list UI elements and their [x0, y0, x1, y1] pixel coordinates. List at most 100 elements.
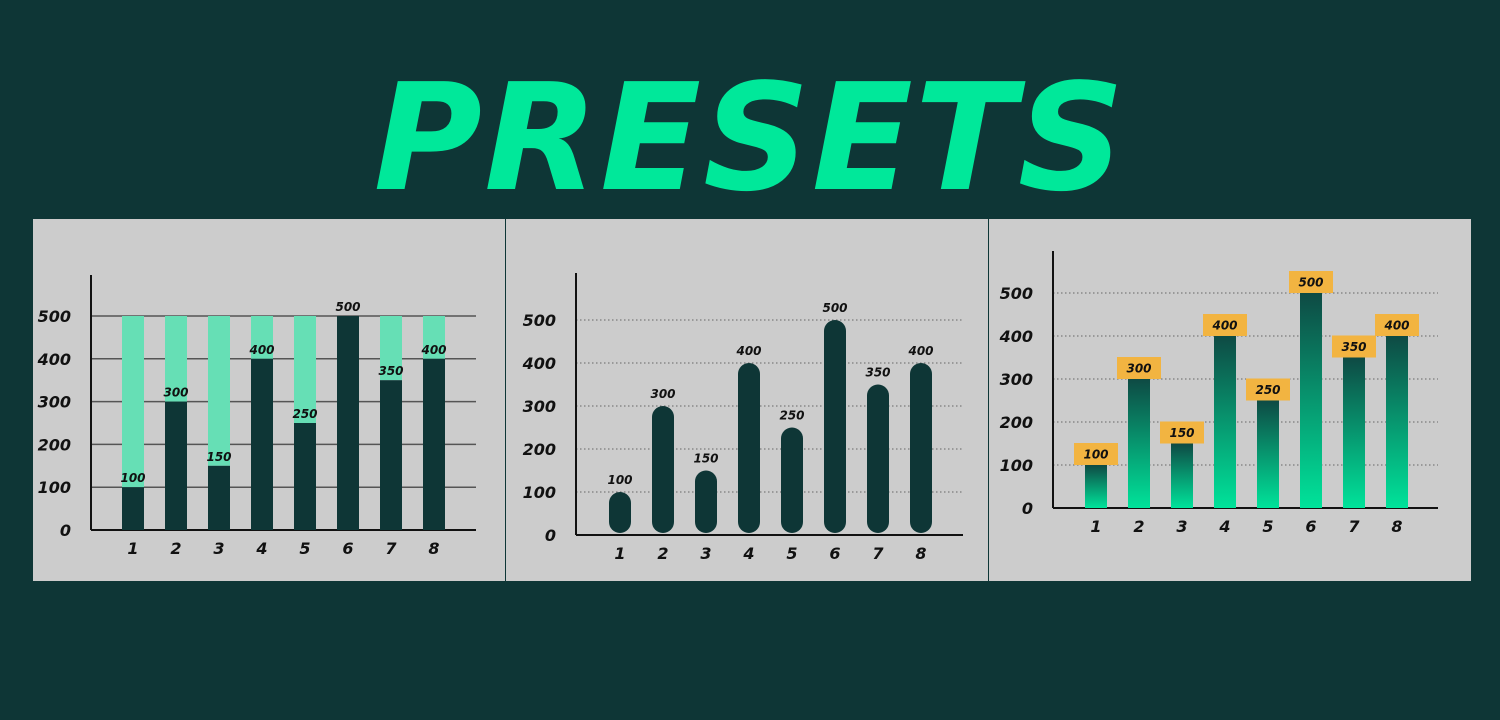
bar-remainder: [208, 316, 230, 466]
y-tick-label: 200: [1000, 413, 1033, 432]
data-badge: [1203, 314, 1247, 336]
data-badge: [1160, 421, 1204, 444]
y-tick-label: 300: [38, 393, 71, 412]
y-tick-label: 0: [545, 526, 556, 545]
data-label: 300: [163, 386, 188, 400]
x-tick-label: 5: [1262, 517, 1273, 536]
bar-remainder: [165, 316, 187, 402]
x-tick-label: 4: [1218, 517, 1230, 536]
y-tick-label: 500: [1000, 284, 1033, 303]
y-tick-label: 200: [523, 440, 556, 459]
bar: [1257, 400, 1279, 508]
data-label: 400: [907, 344, 933, 358]
y-tick-label: 500: [523, 311, 556, 330]
x-tick-label: 2: [657, 544, 668, 563]
y-tick-label: 200: [38, 435, 71, 454]
x-tick-label: 6: [1305, 517, 1316, 536]
data-label: 500: [335, 300, 360, 314]
x-tick-label: 3: [700, 544, 711, 563]
x-tick-label: 3: [1176, 517, 1187, 536]
bar: [1085, 465, 1107, 508]
bar-remainder: [251, 316, 273, 359]
bar: [910, 363, 932, 533]
data-badge: [1332, 335, 1376, 358]
data-badge: [1289, 271, 1333, 293]
x-tick-label: 4: [255, 539, 267, 558]
y-tick-label: 100: [523, 483, 556, 502]
data-label: 100: [1083, 448, 1108, 462]
data-badge: [1246, 378, 1290, 401]
bar: [1171, 443, 1193, 508]
bar: [867, 384, 889, 533]
y-tick-label: 400: [522, 354, 556, 373]
bar: [1343, 357, 1365, 508]
bar: [337, 316, 359, 530]
data-label: 100: [607, 473, 632, 487]
chart-3-svg: 0 100 200 300 400 500 100 1 300 2 150 3 400 4 250 5 500 6…: [999, 251, 1438, 536]
y-tick-label: 400: [999, 327, 1033, 346]
page-title: PRESETS: [373, 52, 1127, 224]
bar: [294, 423, 316, 530]
x-tick-label: 8: [915, 544, 926, 563]
data-label: 400: [1383, 319, 1409, 333]
data-badge: [1074, 443, 1118, 465]
bar-remainder: [122, 316, 144, 488]
bar: [695, 470, 717, 533]
x-tick-label: 1: [1090, 517, 1101, 536]
data-label: 400: [735, 344, 761, 358]
x-tick-label: 7: [1348, 517, 1360, 536]
y-tick-label: 300: [523, 397, 556, 416]
x-tick-label: 2: [170, 539, 181, 558]
bar: [165, 401, 187, 530]
data-badge: [1117, 357, 1161, 379]
x-tick-label: 5: [299, 539, 310, 558]
data-label: 350: [1341, 340, 1366, 354]
data-label: 150: [1169, 426, 1194, 440]
chart-1-svg: 0 100 200 300 400 500 100 1 300 2 150 3 400 4 250 5 500 6…: [37, 275, 476, 558]
data-label: 500: [822, 301, 847, 315]
x-tick-label: 2: [1133, 517, 1144, 536]
chart-panel-1: 0 100 200 300 400 500 100 1 300 2 150 3 400 4 250 5 500 6…: [33, 219, 505, 581]
y-tick-label: 0: [1022, 499, 1033, 518]
data-label: 350: [865, 366, 890, 380]
data-label: 250: [779, 409, 804, 423]
bar: [652, 406, 674, 533]
bar: [609, 492, 631, 533]
data-label: 300: [650, 387, 675, 401]
data-label: 400: [248, 343, 274, 357]
chart-panel-3: 0 100 200 300 400 500 100 1 300 2 150 3 400 4 250 5 500 6…: [989, 219, 1471, 581]
x-tick-label: 1: [614, 544, 625, 563]
bar: [1214, 336, 1236, 508]
x-tick-label: 4: [742, 544, 754, 563]
data-label: 100: [120, 471, 145, 485]
data-label: 150: [693, 452, 718, 466]
bar-remainder: [294, 316, 316, 423]
x-tick-label: 7: [385, 539, 397, 558]
y-tick-label: 500: [38, 307, 71, 326]
bar-remainder: [380, 316, 402, 381]
bar: [122, 487, 144, 530]
bar: [1300, 293, 1322, 508]
x-tick-label: 3: [213, 539, 224, 558]
bar: [781, 427, 803, 533]
x-tick-label: 1: [127, 539, 138, 558]
bar-remainder: [423, 316, 445, 359]
x-tick-label: 5: [786, 544, 797, 563]
bar: [208, 465, 230, 530]
data-label: 150: [206, 450, 231, 464]
bar: [738, 363, 760, 533]
data-label: 300: [1126, 362, 1151, 376]
chart-2-svg: 0 100 200 300 400 500 100 1 300 2 150 3 400 4 250 5 500 6…: [522, 273, 963, 563]
y-tick-label: 0: [60, 521, 71, 540]
bar: [1386, 336, 1408, 508]
data-label: 350: [378, 364, 403, 378]
bar: [824, 320, 846, 533]
data-label: 400: [420, 343, 446, 357]
x-tick-label: 7: [872, 544, 884, 563]
bar: [380, 380, 402, 530]
x-tick-label: 6: [829, 544, 840, 563]
data-badge: [1375, 314, 1419, 336]
data-label: 250: [1255, 383, 1280, 397]
bar: [251, 358, 273, 530]
bar: [1128, 379, 1150, 508]
